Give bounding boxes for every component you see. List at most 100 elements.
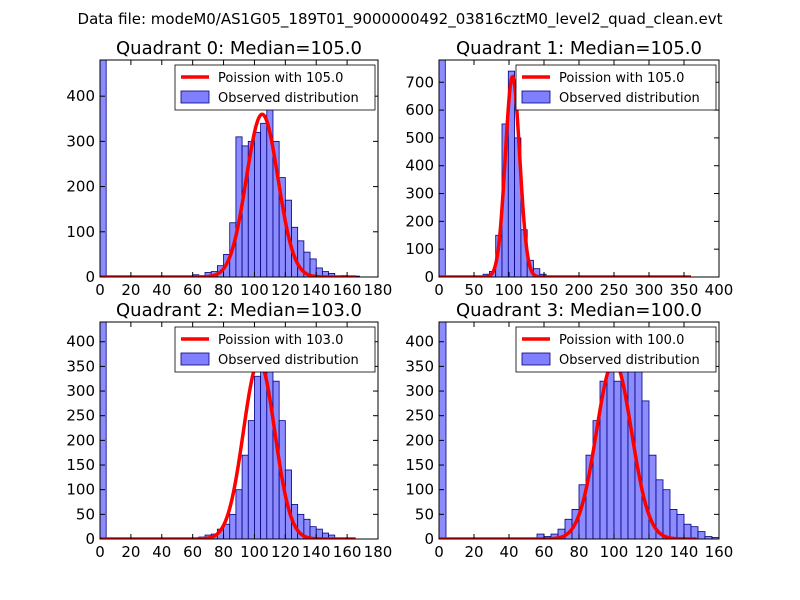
legend-bar-swatch (180, 90, 210, 104)
quadrant-1-panel: Quadrant 1: Median=105.0 0 50 100 150 200 250 3… (405, 38, 733, 299)
poisson-curve (100, 359, 356, 539)
x-tick-label: 20 (121, 281, 140, 299)
y-tick-label: 50 (76, 505, 95, 523)
histogram-bar (254, 131, 262, 277)
x-tick-label: 140 (670, 543, 699, 561)
histogram-bar (100, 322, 107, 539)
legend-label-poisson: Poission with 105.0 (559, 71, 684, 86)
x-tick-label: 80 (214, 543, 233, 561)
figure-suptitle: Data file: modeM0/AS1G05_189T01_90000004… (78, 10, 723, 29)
y-tick-label: 400 (66, 333, 95, 351)
legend-bar-swatch (521, 352, 551, 366)
y-tick-label: 200 (66, 431, 95, 449)
quadrant-0-panel: Quadrant 0: Median=105.00 20 40 60 80 100 120 1… (66, 38, 392, 299)
histogram-bar (241, 454, 249, 539)
quadrant-2-plot-area (100, 322, 356, 539)
histogram-bar (439, 60, 446, 277)
legend-label-observed: Observed distribution (218, 91, 359, 106)
quadrant-2-panel: Quadrant 2: Median=103.00 20 40 60 80 100 120 1… (66, 300, 392, 561)
quadrant-3-title: Quadrant 3: Median=100.0 (456, 300, 702, 321)
x-tick-label: 150 (530, 281, 559, 299)
legend: Poission with 105.0 Observed distribution (174, 64, 376, 111)
y-tick-label: 400 (66, 87, 95, 105)
axes-frame (99, 59, 379, 278)
histogram-bar (683, 523, 692, 539)
x-tick-label: 100 (240, 281, 269, 299)
histogram-bar (606, 351, 615, 539)
quadrant-1-title: Quadrant 1: Median=105.0 (456, 38, 702, 59)
histogram-bar (669, 509, 678, 539)
histogram-bar (260, 361, 268, 539)
y-tick-label: 350 (405, 357, 434, 375)
x-tick-label: 180 (364, 543, 393, 561)
x-tick-label: 300 (635, 281, 664, 299)
y-tick-label: 150 (405, 456, 434, 474)
y-tick-label: 0 (85, 268, 95, 286)
legend-bar-swatch (180, 352, 210, 366)
histogram-bar (100, 60, 107, 277)
x-tick-label: 400 (705, 281, 734, 299)
x-tick-label: 60 (183, 543, 202, 561)
y-tick-label: 600 (405, 101, 434, 119)
y-tick-label: 150 (66, 456, 95, 474)
legend-label-observed: Observed distribution (559, 353, 700, 368)
x-tick-label: 100 (240, 543, 269, 561)
y-tick-label: 0 (85, 530, 95, 548)
x-tick-label: 200 (565, 281, 594, 299)
poisson-curve (439, 359, 697, 539)
axes-frame (99, 321, 379, 540)
x-tick-label: 350 (670, 281, 699, 299)
y-tick-label: 250 (405, 407, 434, 425)
legend: Poission with 105.0 Observed distribution (515, 64, 717, 111)
y-tick-label: 50 (415, 505, 434, 523)
x-tick-label: 180 (364, 281, 393, 299)
legend-bar-swatch (521, 90, 551, 104)
y-tick-label: 0 (424, 268, 434, 286)
x-tick-label: 80 (569, 543, 588, 561)
histogram-bar (634, 351, 643, 539)
y-tick-label: 350 (66, 357, 95, 375)
x-tick-label: 100 (495, 281, 524, 299)
x-tick-label: 60 (183, 281, 202, 299)
x-tick-label: 80 (214, 281, 233, 299)
x-tick-label: 40 (152, 281, 171, 299)
histogram-bar (235, 489, 243, 539)
histogram-bar (697, 531, 706, 539)
histogram-bar (613, 380, 622, 539)
y-tick-label: 500 (405, 129, 434, 147)
y-tick-label: 200 (405, 212, 434, 230)
x-tick-label: 160 (705, 543, 734, 561)
x-tick-label: 140 (302, 543, 331, 561)
histogram-bar (439, 322, 447, 539)
x-tick-label: 120 (635, 543, 664, 561)
y-tick-label: 0 (424, 530, 434, 548)
y-tick-label: 300 (66, 132, 95, 150)
legend-label-poisson: Poission with 103.0 (218, 333, 343, 348)
x-tick-label: 60 (534, 543, 553, 561)
x-tick-label: 160 (333, 543, 362, 561)
x-tick-label: 0 (434, 543, 444, 561)
y-tick-label: 200 (66, 178, 95, 196)
x-tick-label: 0 (95, 281, 105, 299)
y-tick-label: 300 (66, 382, 95, 400)
x-tick-label: 160 (333, 281, 362, 299)
histogram-bar (690, 526, 699, 539)
x-tick-label: 120 (271, 543, 300, 561)
x-tick-label: 0 (434, 281, 444, 299)
y-tick-label: 100 (66, 223, 95, 241)
histogram-bar (641, 400, 650, 539)
y-tick-label: 250 (66, 407, 95, 425)
x-tick-label: 40 (152, 543, 171, 561)
quadrant-3-panel: Quadrant 3: Median=100.0 0 20 40 60 80 100 120 1… (405, 300, 733, 561)
x-tick-label: 50 (464, 281, 483, 299)
x-tick-label: 140 (302, 281, 331, 299)
y-tick-label: 100 (405, 240, 434, 258)
histogram-bar (328, 534, 336, 539)
y-tick-label: 200 (405, 431, 434, 449)
quadrant-0-plot-area (100, 60, 360, 277)
legend-label-poisson: Poission with 100.0 (559, 333, 684, 348)
histogram-bar (254, 375, 262, 539)
x-tick-label: 100 (600, 543, 629, 561)
x-tick-label: 0 (95, 543, 105, 561)
y-tick-label: 100 (405, 481, 434, 499)
